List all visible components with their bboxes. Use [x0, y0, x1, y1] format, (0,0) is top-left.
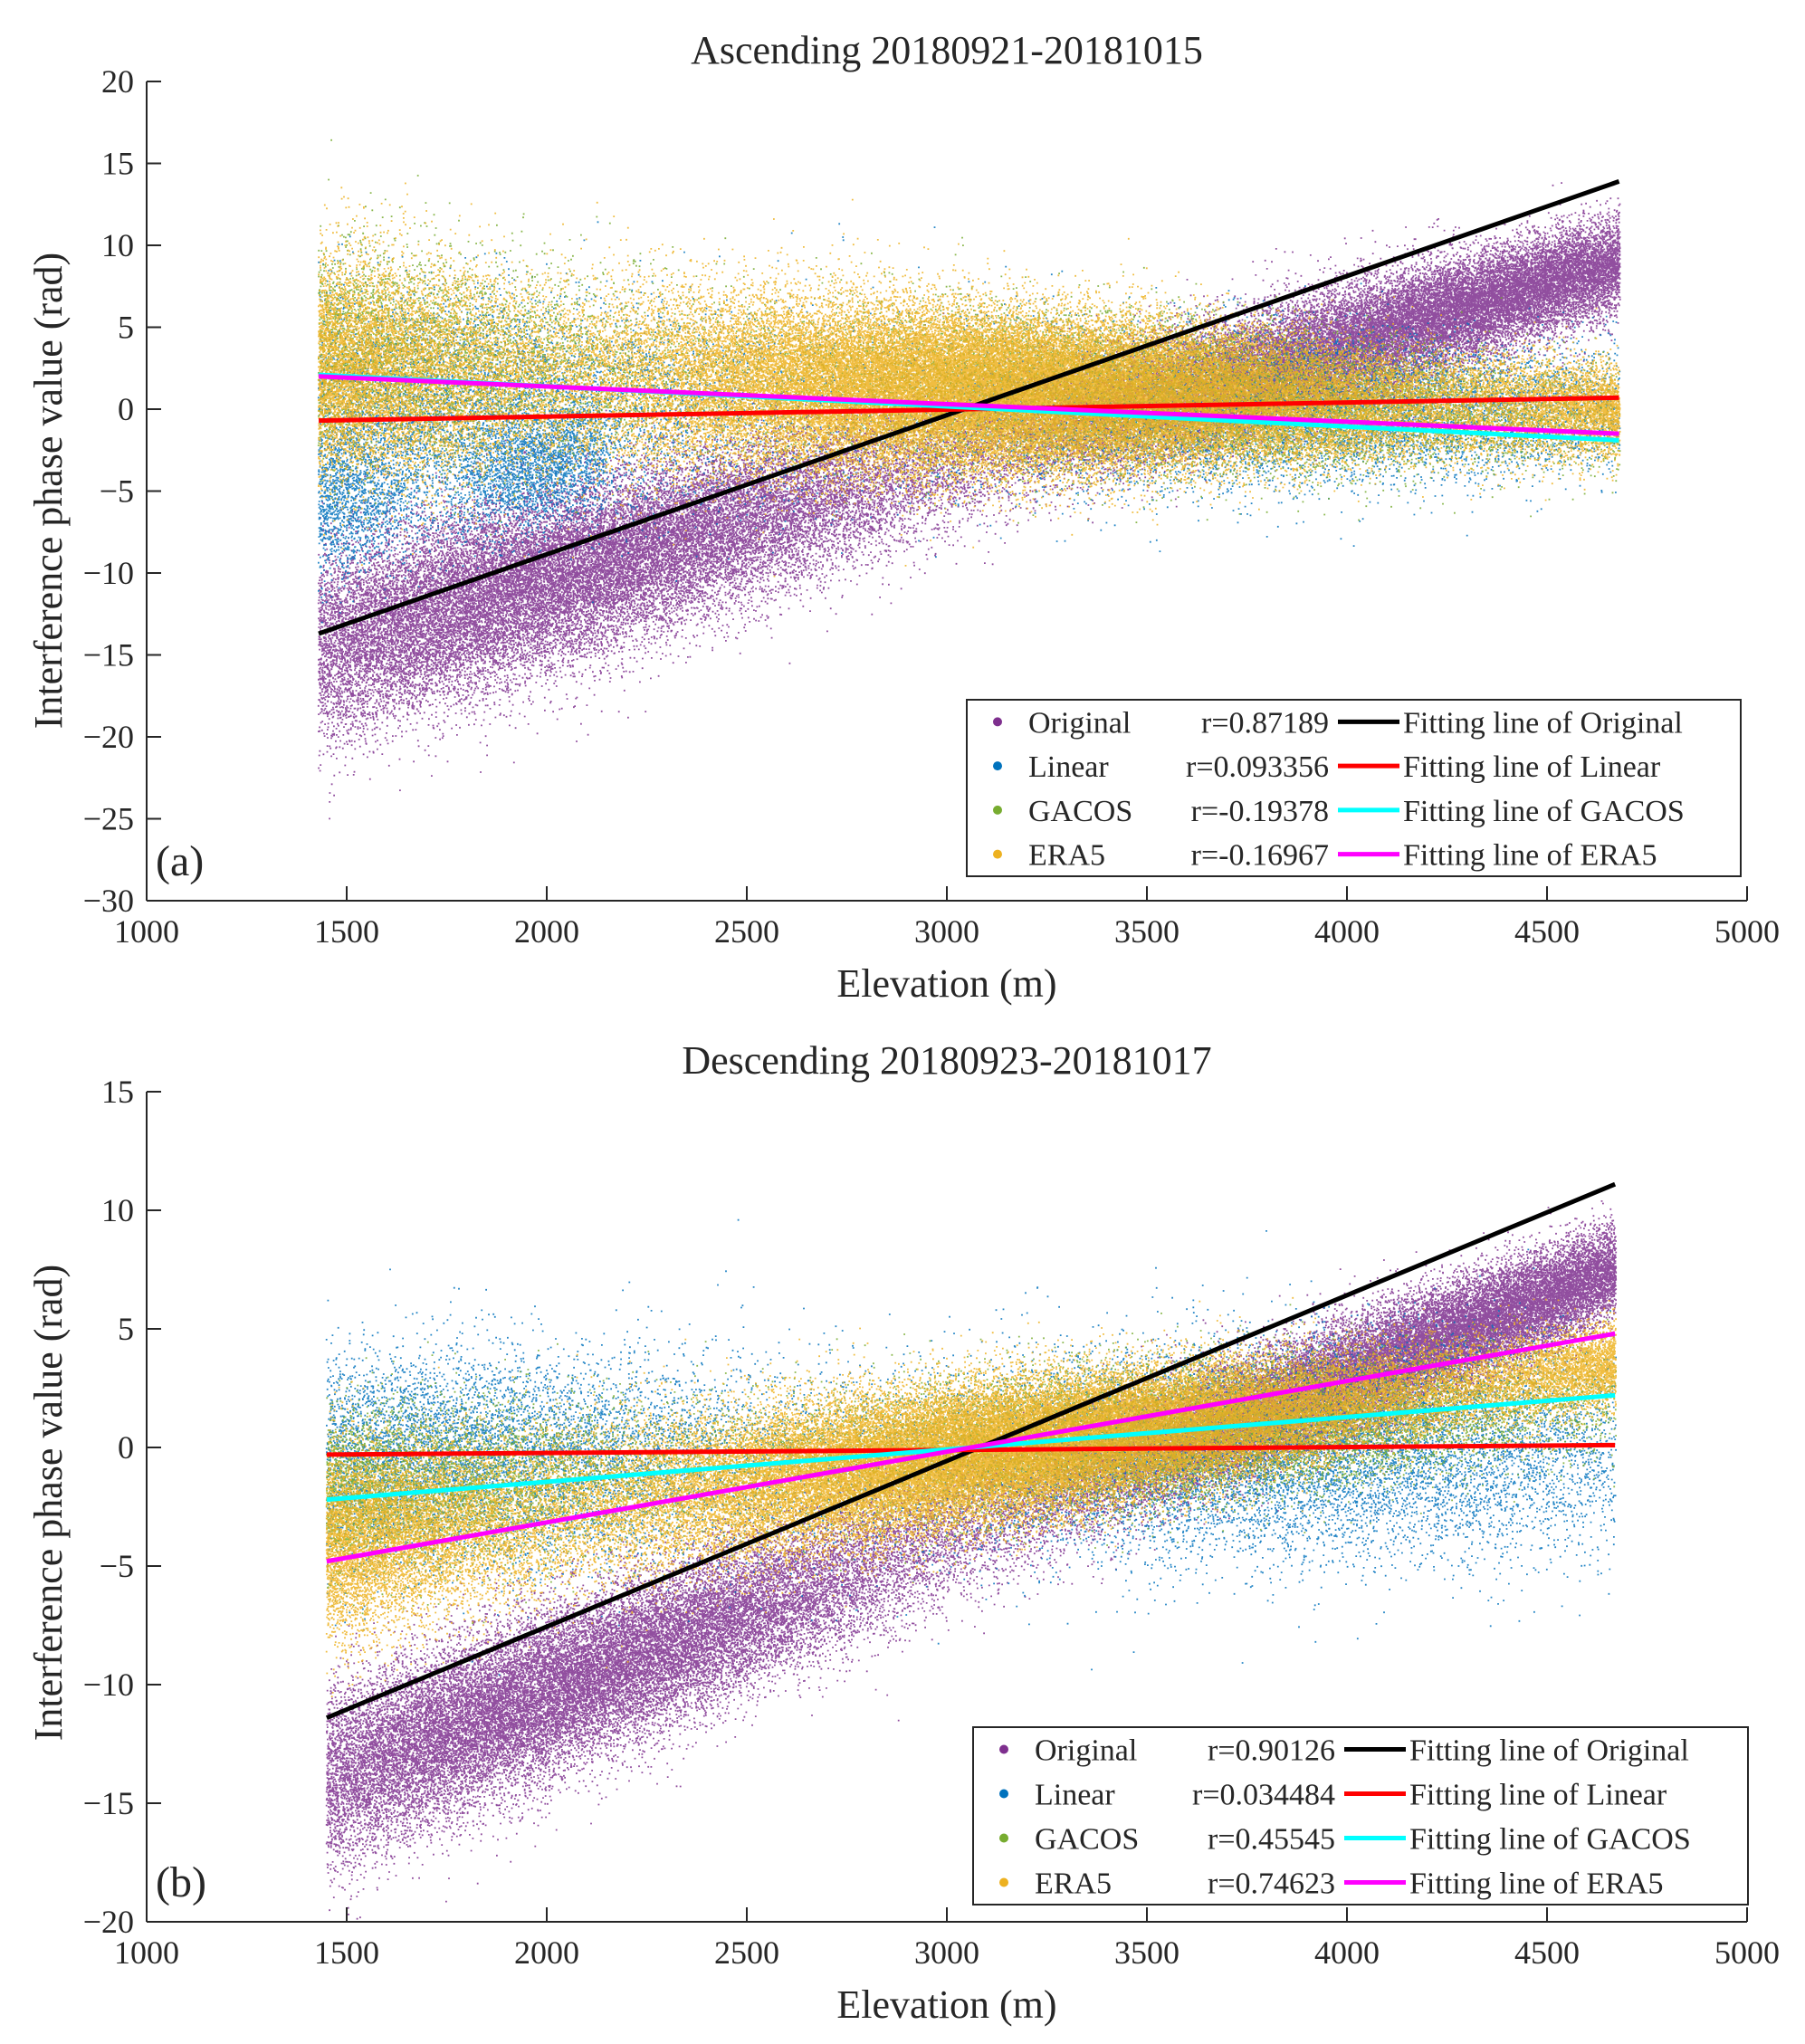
y-axis-label: Interference phase value (rad) — [26, 253, 71, 729]
x-tick-label: 5000 — [1714, 913, 1780, 950]
x-tick-label: 3500 — [1114, 913, 1179, 950]
fit-lines — [325, 1181, 1617, 1720]
x-tick-label: 4500 — [1514, 913, 1580, 950]
y-tick-label: 5 — [118, 1311, 134, 1347]
legend-marker-linear — [993, 761, 1002, 771]
y-tick-label: 0 — [118, 391, 134, 427]
scatter-points — [317, 138, 1621, 820]
y-tick-label: −15 — [83, 1785, 134, 1821]
y-tick-label: −10 — [83, 1667, 134, 1703]
x-tick-label: 2000 — [514, 913, 579, 950]
chart-title: Descending 20180923-20181017 — [682, 1038, 1211, 1083]
scatter-series-era5 — [318, 182, 1621, 578]
legend-r-value: r=0.90126 — [1208, 1734, 1335, 1768]
x-tick-label: 4000 — [1314, 913, 1380, 950]
legend-r-value: r=0.093356 — [1186, 750, 1329, 784]
panel-ascending: Ascending 20180921-20181015 1000 1500 2000… — [26, 28, 1780, 1006]
x-tick-label: 1500 — [314, 1934, 379, 1971]
legend: Original r=0.87189 Fitting line of Origina… — [966, 699, 1742, 877]
legend-box — [966, 699, 1742, 877]
x-tick-label: 1000 — [114, 1934, 179, 1971]
legend-marker-era5 — [993, 849, 1002, 859]
x-tick-label: 3000 — [914, 913, 979, 950]
legend-r-value: r=-0.16967 — [1191, 839, 1329, 873]
legend-box — [972, 1726, 1749, 1906]
x-axis-label: Elevation (m) — [836, 961, 1056, 1006]
x-axis-label: Elevation (m) — [836, 1982, 1056, 2027]
fit-lines — [318, 179, 1620, 636]
legend-marker-era5 — [999, 1877, 1008, 1887]
y-axis-label: Interference phase value (rad) — [26, 1265, 71, 1741]
legend-fit-label: Fitting line of Linear — [1403, 750, 1661, 784]
legend-fit-label: Fitting line of GACOS — [1403, 795, 1685, 828]
legend: Original r=0.90126 Fitting line of Origina… — [972, 1726, 1749, 1906]
y-tick-label: 15 — [101, 1074, 134, 1110]
y-tick-label: 15 — [101, 146, 134, 182]
y-tick-label: −20 — [83, 1904, 134, 1940]
y-tick-label: −10 — [83, 555, 134, 591]
fit-line-era5 — [318, 374, 1619, 436]
x-tick-label: 4000 — [1314, 1934, 1380, 1971]
legend-series-name: ERA5 — [1035, 1867, 1112, 1901]
panel-descending: Descending 20180923-20181017 1000 1500 200… — [26, 1038, 1780, 2027]
legend-fit-label: Fitting line of Original — [1409, 1734, 1689, 1768]
x-tick-label: 3000 — [914, 1934, 979, 1971]
fit-line-era5 — [326, 1331, 1616, 1564]
legend-series-name: Original — [1035, 1734, 1137, 1768]
legend-fit-label: Fitting line of ERA5 — [1409, 1867, 1664, 1901]
y-tick-label: 10 — [101, 1192, 134, 1228]
legend-series-name: GACOS — [1035, 1823, 1139, 1857]
legend-marker-linear — [999, 1789, 1008, 1799]
x-tick-label: 1000 — [114, 913, 179, 950]
legend-series-name: GACOS — [1028, 795, 1132, 828]
x-tick-label: 3500 — [1114, 1934, 1179, 1971]
legend-fit-label: Fitting line of Original — [1403, 706, 1683, 740]
fit-line-linear — [326, 1442, 1616, 1457]
axes: 1000 1500 2000 2500 3000 3500 4000 4500 5000 −20 −… — [83, 1074, 1780, 1971]
y-tick-label: 0 — [118, 1429, 134, 1466]
legend-series-name: ERA5 — [1028, 839, 1105, 873]
y-tick-label: 5 — [118, 310, 134, 346]
legend-marker-gacos — [999, 1833, 1008, 1843]
x-tick-label: 1500 — [314, 913, 379, 950]
y-tick-label: −30 — [83, 883, 134, 919]
x-tick-label: 2500 — [714, 1934, 779, 1971]
legend-r-value: r=-0.19378 — [1191, 795, 1329, 828]
x-tick-label: 2000 — [514, 1934, 579, 1971]
y-tick-label: −15 — [83, 637, 134, 673]
y-tick-label: −25 — [83, 801, 134, 837]
panel-label: (b) — [156, 1858, 206, 1906]
x-tick-label: 5000 — [1714, 1934, 1780, 1971]
x-tick-label: 2500 — [714, 913, 779, 950]
legend-marker-gacos — [993, 805, 1002, 815]
legend-series-name: Linear — [1035, 1779, 1115, 1812]
y-tick-label: 20 — [101, 63, 134, 100]
y-tick-label: −20 — [83, 719, 134, 755]
legend-marker-original — [993, 717, 1002, 727]
y-tick-label: 10 — [101, 227, 134, 263]
axes: 1000 1500 2000 2500 3000 3500 4000 4500 5000 −30 −… — [83, 63, 1780, 950]
chart-title: Ascending 20180921-20181015 — [691, 28, 1203, 72]
y-tick-label: −5 — [100, 473, 134, 510]
legend-r-value: r=0.74623 — [1208, 1867, 1335, 1901]
legend-fit-label: Fitting line of GACOS — [1409, 1823, 1691, 1857]
panel-label: (a) — [156, 837, 204, 885]
legend-fit-label: Fitting line of ERA5 — [1403, 839, 1657, 873]
legend-series-name: Original — [1028, 706, 1131, 740]
legend-r-value: r=0.45545 — [1208, 1823, 1335, 1857]
legend-marker-original — [999, 1744, 1008, 1754]
legend-r-value: r=0.87189 — [1201, 706, 1329, 740]
x-tick-label: 4500 — [1514, 1934, 1580, 1971]
scatter-series-original — [317, 182, 1621, 820]
legend-series-name: Linear — [1028, 750, 1109, 784]
legend-fit-label: Fitting line of Linear — [1409, 1779, 1667, 1812]
y-tick-label: −5 — [100, 1548, 134, 1584]
legend-r-value: r=0.034484 — [1192, 1779, 1335, 1812]
